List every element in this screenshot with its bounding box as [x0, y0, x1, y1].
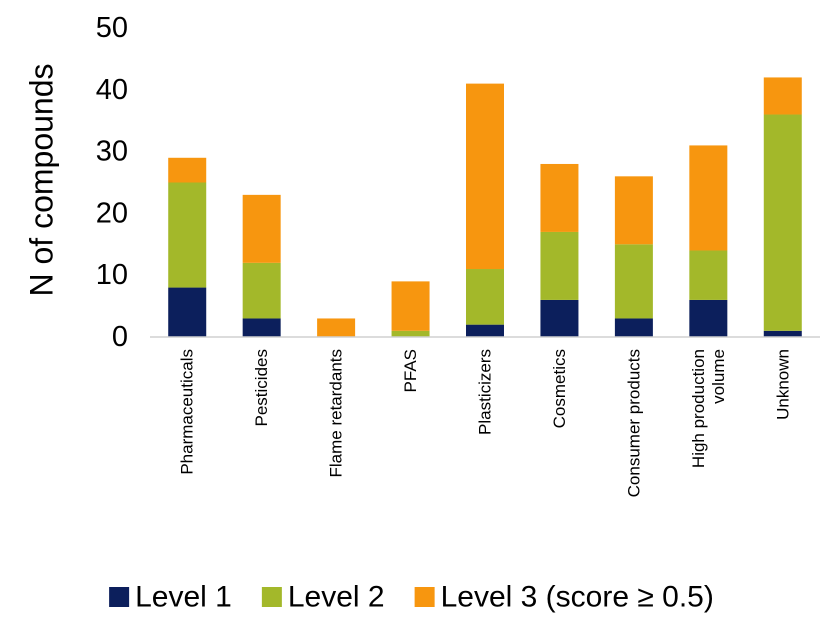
bar-segment-level-3-score-0-5	[763, 77, 802, 115]
y-tick-label: 50	[96, 12, 128, 44]
category-label: Pharmaceuticals	[178, 349, 197, 475]
legend-label: Level 2	[288, 581, 385, 614]
bar-segment-level-1	[168, 287, 207, 337]
y-axis-ticks: 0 10 20 30 40 50	[96, 12, 128, 353]
category-label-line: High production	[689, 349, 708, 468]
y-tick-label: 0	[112, 321, 128, 353]
bar-segment-level-3-score-0-5	[391, 281, 430, 331]
bar-segment-level-1	[540, 299, 579, 337]
bar-segment-level-2	[540, 231, 579, 300]
bar-segment-level-3-score-0-5	[317, 318, 356, 337]
category-label-line: Pharmaceuticals	[178, 349, 197, 475]
category-label: Plasticizers	[476, 349, 495, 435]
category-label: Pesticides	[252, 349, 271, 426]
bar-segment-level-1	[614, 318, 653, 337]
bar-segment-level-2	[689, 250, 728, 300]
category-label-line: Pesticides	[252, 349, 271, 426]
legend-item: Level 1	[109, 581, 232, 614]
category-label-line: Unknown	[773, 349, 792, 420]
category-label-line: Consumer products	[624, 349, 643, 497]
category-label: Unknown	[773, 349, 792, 420]
legend-swatch	[261, 587, 282, 607]
legend-swatch	[109, 587, 130, 607]
bar-segment-level-3-score-0-5	[168, 157, 207, 183]
category-label: Flame retardants	[327, 349, 346, 478]
bar-segment-level-2	[391, 330, 430, 337]
category-labels: Pharmaceuticals Pesticides Flame retardant…	[178, 349, 793, 497]
bar-segment-level-3-score-0-5	[242, 194, 281, 263]
bar-segment-level-3-score-0-5	[689, 145, 728, 251]
bar-segment-level-1	[466, 324, 504, 337]
y-tick-label: 10	[96, 259, 128, 291]
legend: Level 1 Level 2 Level 3 (score ≥ 0.5)	[109, 581, 714, 614]
category-label: Consumer products	[624, 349, 643, 497]
bar-segment-level-1	[242, 318, 281, 337]
category-label: Cosmetics	[550, 349, 569, 428]
category-label: High production volume	[689, 349, 728, 468]
bar-segment-level-2	[466, 269, 504, 325]
bars	[168, 77, 802, 337]
category-label-line: Plasticizers	[476, 349, 495, 435]
bar-segment-level-2	[614, 244, 653, 319]
bar-segment-level-2	[242, 262, 281, 319]
y-tick-label: 40	[96, 74, 128, 106]
category-label-line: Cosmetics	[550, 349, 569, 428]
bar-segment-level-2	[763, 114, 802, 331]
bar-segment-level-3-score-0-5	[540, 163, 579, 232]
bar-segment-level-1	[689, 299, 728, 337]
legend-label: Level 3 (score ≥ 0.5)	[441, 581, 714, 614]
y-tick-label: 20	[96, 197, 128, 229]
category-label-line: PFAS	[401, 349, 420, 392]
legend-swatch	[414, 587, 435, 607]
category-label-line: volume	[709, 349, 728, 404]
category-label: PFAS	[401, 349, 420, 392]
legend-label: Level 1	[135, 581, 232, 614]
legend-item: Level 2	[261, 581, 385, 614]
category-label-line: Flame retardants	[327, 349, 346, 478]
bar-segment-level-2	[168, 182, 207, 288]
legend-item: Level 3 (score ≥ 0.5)	[414, 581, 714, 614]
bar-segment-level-3-score-0-5	[614, 176, 653, 245]
bar-segment-level-3-score-0-5	[466, 83, 504, 270]
y-tick-label: 30	[96, 136, 128, 168]
y-axis-label: N of compounds	[23, 63, 59, 296]
bar-segment-level-1	[763, 330, 802, 337]
